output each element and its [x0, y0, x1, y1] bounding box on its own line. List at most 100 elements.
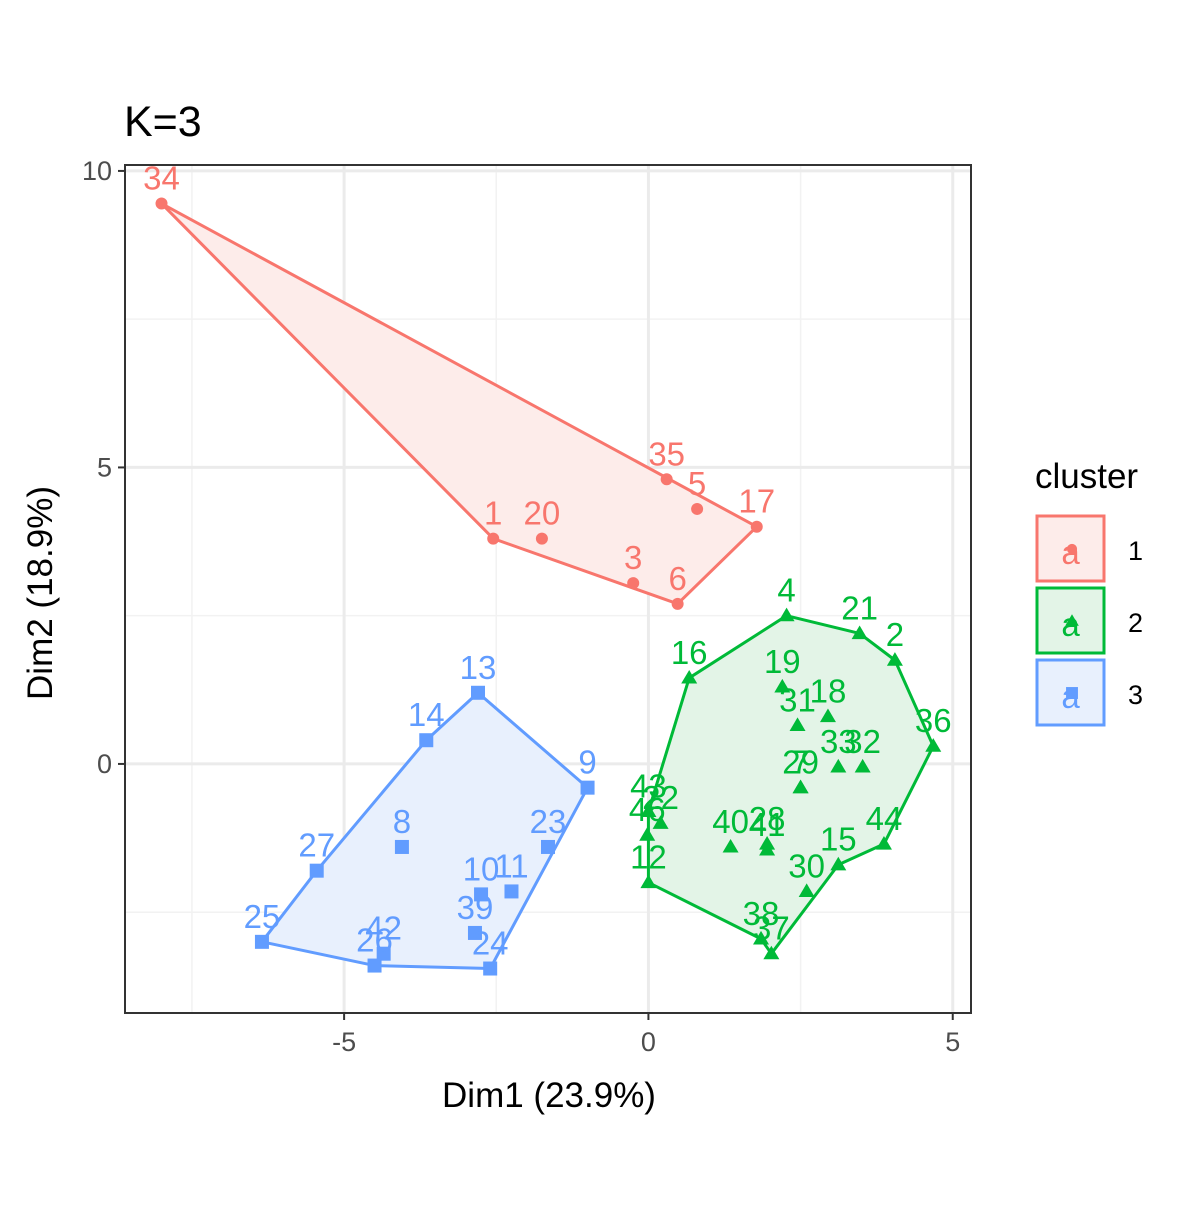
legend-label-3: 3: [1128, 680, 1143, 710]
panel-border: [124, 164, 972, 1014]
point-label: 21: [841, 589, 878, 626]
cluster-2-point: [681, 669, 698, 684]
cluster-1-point: [671, 597, 684, 610]
cluster-2-point: [886, 652, 903, 666]
cluster-1-point: [155, 197, 168, 210]
point-label: 7: [791, 744, 809, 781]
cluster-1-hull: [160, 202, 759, 606]
cluster-2-point: [830, 758, 847, 773]
point-label: 36: [915, 702, 952, 739]
x-tick-label: 5: [945, 1027, 960, 1057]
y-tick-label: 0: [97, 749, 112, 779]
cluster-3-hull: [260, 691, 590, 971]
legend-label-2: 2: [1128, 608, 1143, 638]
cluster-3-point: [483, 961, 498, 976]
point-label: 22: [642, 779, 679, 816]
point-label: 42: [365, 910, 402, 947]
legend-marker-3: [1066, 687, 1078, 699]
point-label: 14: [408, 696, 445, 733]
cluster-1-point: [691, 502, 704, 515]
cluster-2-point: [798, 883, 815, 898]
point-label: 17: [738, 483, 775, 520]
point-label: 16: [671, 634, 708, 671]
point-label: 11: [494, 847, 528, 884]
point-label: 38: [743, 895, 780, 932]
point-label: 8: [393, 803, 411, 840]
cluster-3-point: [394, 839, 409, 854]
cluster-3-point: [254, 934, 269, 949]
y-tick-label: 10: [82, 156, 112, 186]
cluster-3-point: [419, 733, 434, 748]
cluster-2-point: [778, 607, 795, 622]
point-label: 44: [866, 800, 903, 837]
cluster-2-point: [851, 625, 868, 640]
point-label: 25: [244, 898, 281, 935]
cluster-2-point: [639, 827, 656, 841]
cluster-1-point: [750, 520, 763, 533]
axis-ticks: -5 0 5 0 5 10: [82, 156, 960, 1057]
cluster-2-point: [652, 815, 669, 829]
point-label: 20: [524, 495, 561, 532]
point-label: 28: [749, 800, 786, 837]
point-label: 23: [530, 803, 567, 840]
data-points: [155, 197, 942, 976]
cluster-3-point: [471, 685, 486, 700]
x-tick-label: 0: [641, 1027, 656, 1057]
point-label: 37: [753, 910, 790, 947]
point-label: 2: [886, 616, 904, 653]
cluster-2-point: [722, 838, 739, 853]
cluster-2-point: [854, 758, 871, 773]
cluster-3-point: [541, 839, 555, 854]
legend-label-1: 1: [1128, 536, 1143, 566]
cluster-1-point: [627, 577, 640, 590]
cluster-2-point: [925, 738, 942, 752]
cluster-3-point: [367, 958, 382, 973]
point-label: 1: [484, 495, 502, 532]
cluster-2-point: [819, 708, 836, 723]
cluster-2-point: [774, 678, 791, 693]
cluster-1-point: [535, 532, 548, 545]
cluster-3-point: [376, 946, 391, 961]
cluster-2-point: [763, 945, 780, 960]
point-label: 18: [810, 672, 847, 709]
cluster-2-point: [792, 779, 809, 794]
point-label: 9: [578, 744, 596, 781]
point-label: 33: [820, 723, 857, 760]
cluster-2-point: [830, 856, 847, 871]
cluster-1-point: [660, 473, 673, 486]
cluster-3-point: [474, 887, 489, 902]
x-axis-title: Dim1 (23.9%): [442, 1076, 656, 1115]
point-label: 27: [298, 827, 335, 864]
point-label: 43: [630, 767, 667, 804]
cluster-2-point: [640, 874, 657, 889]
point-label: 4: [777, 572, 795, 609]
point-label: 13: [460, 649, 497, 686]
cluster-3-point: [309, 863, 324, 878]
point-label: 39: [457, 889, 494, 926]
point-label: 30: [788, 847, 825, 884]
legend-title: cluster: [1035, 457, 1138, 496]
point-label: 41: [749, 806, 786, 843]
point-label: 35: [648, 435, 685, 472]
point-label: 46: [629, 791, 666, 828]
cluster-2-point: [875, 835, 892, 850]
point-label: 10: [463, 850, 500, 887]
legend: cluster a1a2a3: [1035, 457, 1143, 727]
cluster-2-point: [789, 717, 806, 731]
x-tick-label: -5: [332, 1027, 356, 1057]
cluster-1-point: [487, 532, 500, 545]
legend-marker-2: [1065, 614, 1079, 626]
plot-title: K=3: [124, 98, 202, 146]
point-label: 12: [630, 839, 667, 876]
point-label: 19: [764, 643, 801, 680]
cluster-2-hull: [646, 614, 935, 956]
cluster-2-point: [759, 841, 776, 856]
cluster-3-point: [580, 780, 595, 795]
y-tick-label: 5: [97, 452, 112, 482]
cluster-2-point: [640, 803, 657, 817]
y-axis-title: Dim2 (18.9%): [21, 486, 60, 700]
cluster-2-point: [753, 930, 770, 945]
cluster-3-point: [504, 884, 519, 899]
